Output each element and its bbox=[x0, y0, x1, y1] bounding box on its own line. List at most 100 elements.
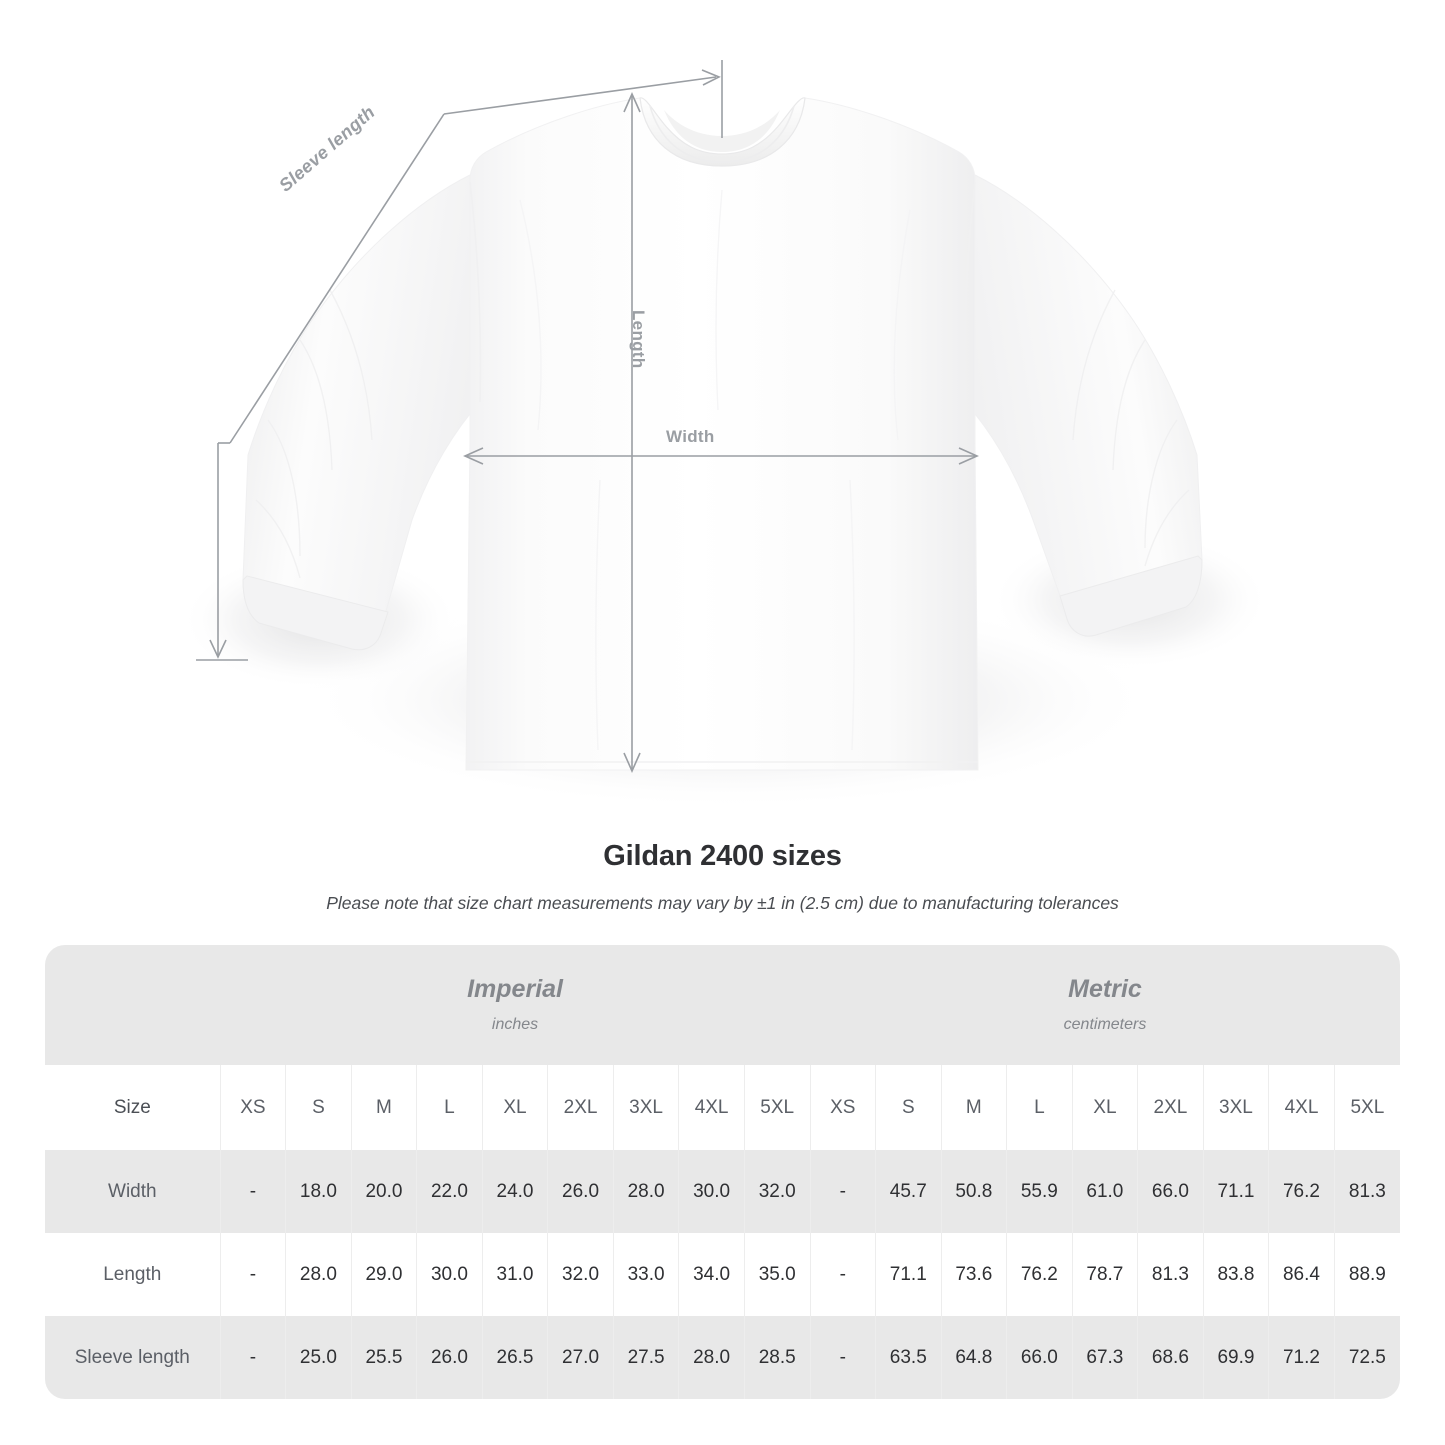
left-sleeve-folds bbox=[255, 289, 373, 579]
cell-width-metric-3xl: 71.1 bbox=[1202, 1150, 1269, 1233]
size-header-metric-3xl: 3XL bbox=[1202, 1065, 1269, 1150]
cell-width-imperial-s: 18.0 bbox=[285, 1150, 352, 1233]
garment-diagram: Sleeve length Length Width bbox=[180, 60, 1270, 810]
cell-sleeve-imperial-xs: - bbox=[219, 1316, 286, 1399]
sleeve-top-arrowhead bbox=[701, 69, 721, 86]
collar-opening bbox=[664, 110, 780, 152]
cell-sleeve-imperial-m: 25.5 bbox=[350, 1316, 417, 1399]
shirt-illustration bbox=[180, 60, 1270, 810]
cell-sleeve-metric-s: 63.5 bbox=[875, 1316, 942, 1399]
sleeve-top-segment bbox=[443, 76, 717, 115]
sleeve-bottom-arrowhead bbox=[209, 639, 227, 659]
cell-sleeve-metric-5xl: 72.5 bbox=[1333, 1316, 1400, 1399]
unit-metric-name: Metric bbox=[1068, 975, 1142, 1004]
width-right-arrowhead bbox=[958, 447, 979, 465]
size-header-metric-xl: XL bbox=[1071, 1065, 1138, 1150]
cell-width-metric-2xl: 66.0 bbox=[1137, 1150, 1204, 1233]
unit-metric-cell: Metric centimeters bbox=[810, 945, 1400, 1065]
size-header-imperial-s: S bbox=[285, 1065, 352, 1150]
cell-length-imperial-m: 29.0 bbox=[350, 1233, 417, 1316]
size-chart-table-wrapper: Imperial inches Metric centimeters Size … bbox=[45, 945, 1400, 1399]
unit-band-row: Imperial inches Metric centimeters bbox=[45, 945, 1400, 1065]
cell-length-imperial-xl: 31.0 bbox=[481, 1233, 548, 1316]
cell-sleeve-imperial-4xl: 28.0 bbox=[678, 1316, 745, 1399]
collar bbox=[639, 97, 806, 167]
row-label-length: Length bbox=[45, 1233, 221, 1316]
unit-band-spacer bbox=[45, 945, 221, 1065]
right-sleeve-folds bbox=[1072, 289, 1190, 567]
right-armhole-seam bbox=[963, 181, 976, 403]
cell-length-imperial-2xl: 32.0 bbox=[547, 1233, 614, 1316]
cell-width-metric-5xl: 81.3 bbox=[1333, 1150, 1400, 1233]
cell-width-imperial-m: 20.0 bbox=[350, 1150, 417, 1233]
right-cuff bbox=[1059, 555, 1203, 637]
cell-width-metric-xs: - bbox=[809, 1150, 876, 1233]
cell-length-imperial-s: 28.0 bbox=[285, 1233, 352, 1316]
row-label-width: Width bbox=[45, 1150, 221, 1233]
width-left-arrowhead bbox=[463, 447, 484, 465]
shirt-body bbox=[465, 97, 979, 771]
cell-length-imperial-4xl: 34.0 bbox=[678, 1233, 745, 1316]
size-chart-table: Imperial inches Metric centimeters Size … bbox=[45, 945, 1400, 1399]
size-header-row: Size XS S M L XL 2XL 3XL 4XL 5XL XS S M … bbox=[45, 1065, 1400, 1150]
size-header-metric-s: S bbox=[875, 1065, 942, 1150]
left-cuff bbox=[242, 575, 389, 651]
cell-sleeve-imperial-s: 25.0 bbox=[285, 1316, 352, 1399]
cell-width-imperial-xs: - bbox=[219, 1150, 286, 1233]
unit-imperial-name: Imperial bbox=[467, 975, 563, 1004]
cell-length-metric-xl: 78.7 bbox=[1071, 1233, 1138, 1316]
body-folds bbox=[519, 189, 911, 751]
size-header-imperial-xl: XL bbox=[481, 1065, 548, 1150]
cell-length-metric-xs: - bbox=[809, 1233, 876, 1316]
cell-sleeve-metric-2xl: 68.6 bbox=[1137, 1316, 1204, 1399]
size-header-imperial-l: L bbox=[416, 1065, 483, 1150]
cell-width-imperial-2xl: 26.0 bbox=[547, 1150, 614, 1233]
cell-sleeve-metric-4xl: 71.2 bbox=[1268, 1316, 1335, 1399]
cell-width-metric-4xl: 76.2 bbox=[1268, 1150, 1335, 1233]
cell-sleeve-imperial-l: 26.0 bbox=[416, 1316, 483, 1399]
cell-length-metric-l: 76.2 bbox=[1006, 1233, 1073, 1316]
cell-width-imperial-3xl: 28.0 bbox=[612, 1150, 679, 1233]
cell-length-metric-3xl: 83.8 bbox=[1202, 1233, 1269, 1316]
cell-length-imperial-5xl: 35.0 bbox=[743, 1233, 810, 1316]
length-label: Length bbox=[629, 310, 648, 369]
unit-imperial-cell: Imperial inches bbox=[220, 945, 810, 1065]
measurement-lines bbox=[196, 60, 979, 773]
cell-length-imperial-l: 30.0 bbox=[416, 1233, 483, 1316]
table-row: Width - 18.0 20.0 22.0 24.0 26.0 28.0 30… bbox=[45, 1150, 1400, 1233]
cell-width-metric-s: 45.7 bbox=[875, 1150, 942, 1233]
size-header-metric-l: L bbox=[1006, 1065, 1073, 1150]
cell-length-metric-s: 71.1 bbox=[875, 1233, 942, 1316]
row-label-sleeve-length: Sleeve length bbox=[45, 1316, 221, 1399]
cell-length-metric-m: 73.6 bbox=[940, 1233, 1007, 1316]
size-header-imperial-2xl: 2XL bbox=[547, 1065, 614, 1150]
size-header-imperial-3xl: 3XL bbox=[612, 1065, 679, 1150]
cell-sleeve-imperial-3xl: 27.5 bbox=[612, 1316, 679, 1399]
table-row: Sleeve length - 25.0 25.5 26.0 26.5 27.0… bbox=[45, 1316, 1400, 1399]
cell-width-metric-l: 55.9 bbox=[1006, 1150, 1073, 1233]
unit-imperial-sub: inches bbox=[491, 1015, 539, 1033]
size-header-imperial-5xl: 5XL bbox=[743, 1065, 810, 1150]
cell-width-imperial-xl: 24.0 bbox=[481, 1150, 548, 1233]
table-row: Length - 28.0 29.0 30.0 31.0 32.0 33.0 3… bbox=[45, 1233, 1400, 1316]
length-bottom-arrowhead bbox=[623, 752, 641, 773]
cell-sleeve-metric-m: 64.8 bbox=[940, 1316, 1007, 1399]
size-header-metric-m: M bbox=[940, 1065, 1007, 1150]
sleeve-diagonal bbox=[229, 113, 445, 444]
size-header-imperial-xs: XS bbox=[219, 1065, 286, 1150]
size-header-imperial-m: M bbox=[350, 1065, 417, 1150]
disclaimer-text: Please note that size chart measurements… bbox=[326, 893, 1119, 913]
cell-length-imperial-3xl: 33.0 bbox=[612, 1233, 679, 1316]
cell-length-metric-4xl: 86.4 bbox=[1268, 1233, 1335, 1316]
cell-width-metric-m: 50.8 bbox=[940, 1150, 1007, 1233]
length-top-arrowhead bbox=[623, 92, 641, 113]
left-sleeve bbox=[242, 174, 481, 650]
unit-metric-sub: centimeters bbox=[1063, 1015, 1147, 1033]
cell-width-imperial-l: 22.0 bbox=[416, 1150, 483, 1233]
cell-width-metric-xl: 61.0 bbox=[1071, 1150, 1138, 1233]
cell-sleeve-metric-3xl: 69.9 bbox=[1202, 1316, 1269, 1399]
cell-sleeve-metric-l: 66.0 bbox=[1006, 1316, 1073, 1399]
cell-sleeve-imperial-2xl: 27.0 bbox=[547, 1316, 614, 1399]
cell-sleeve-imperial-5xl: 28.5 bbox=[743, 1316, 810, 1399]
cell-width-imperial-4xl: 30.0 bbox=[678, 1150, 745, 1233]
